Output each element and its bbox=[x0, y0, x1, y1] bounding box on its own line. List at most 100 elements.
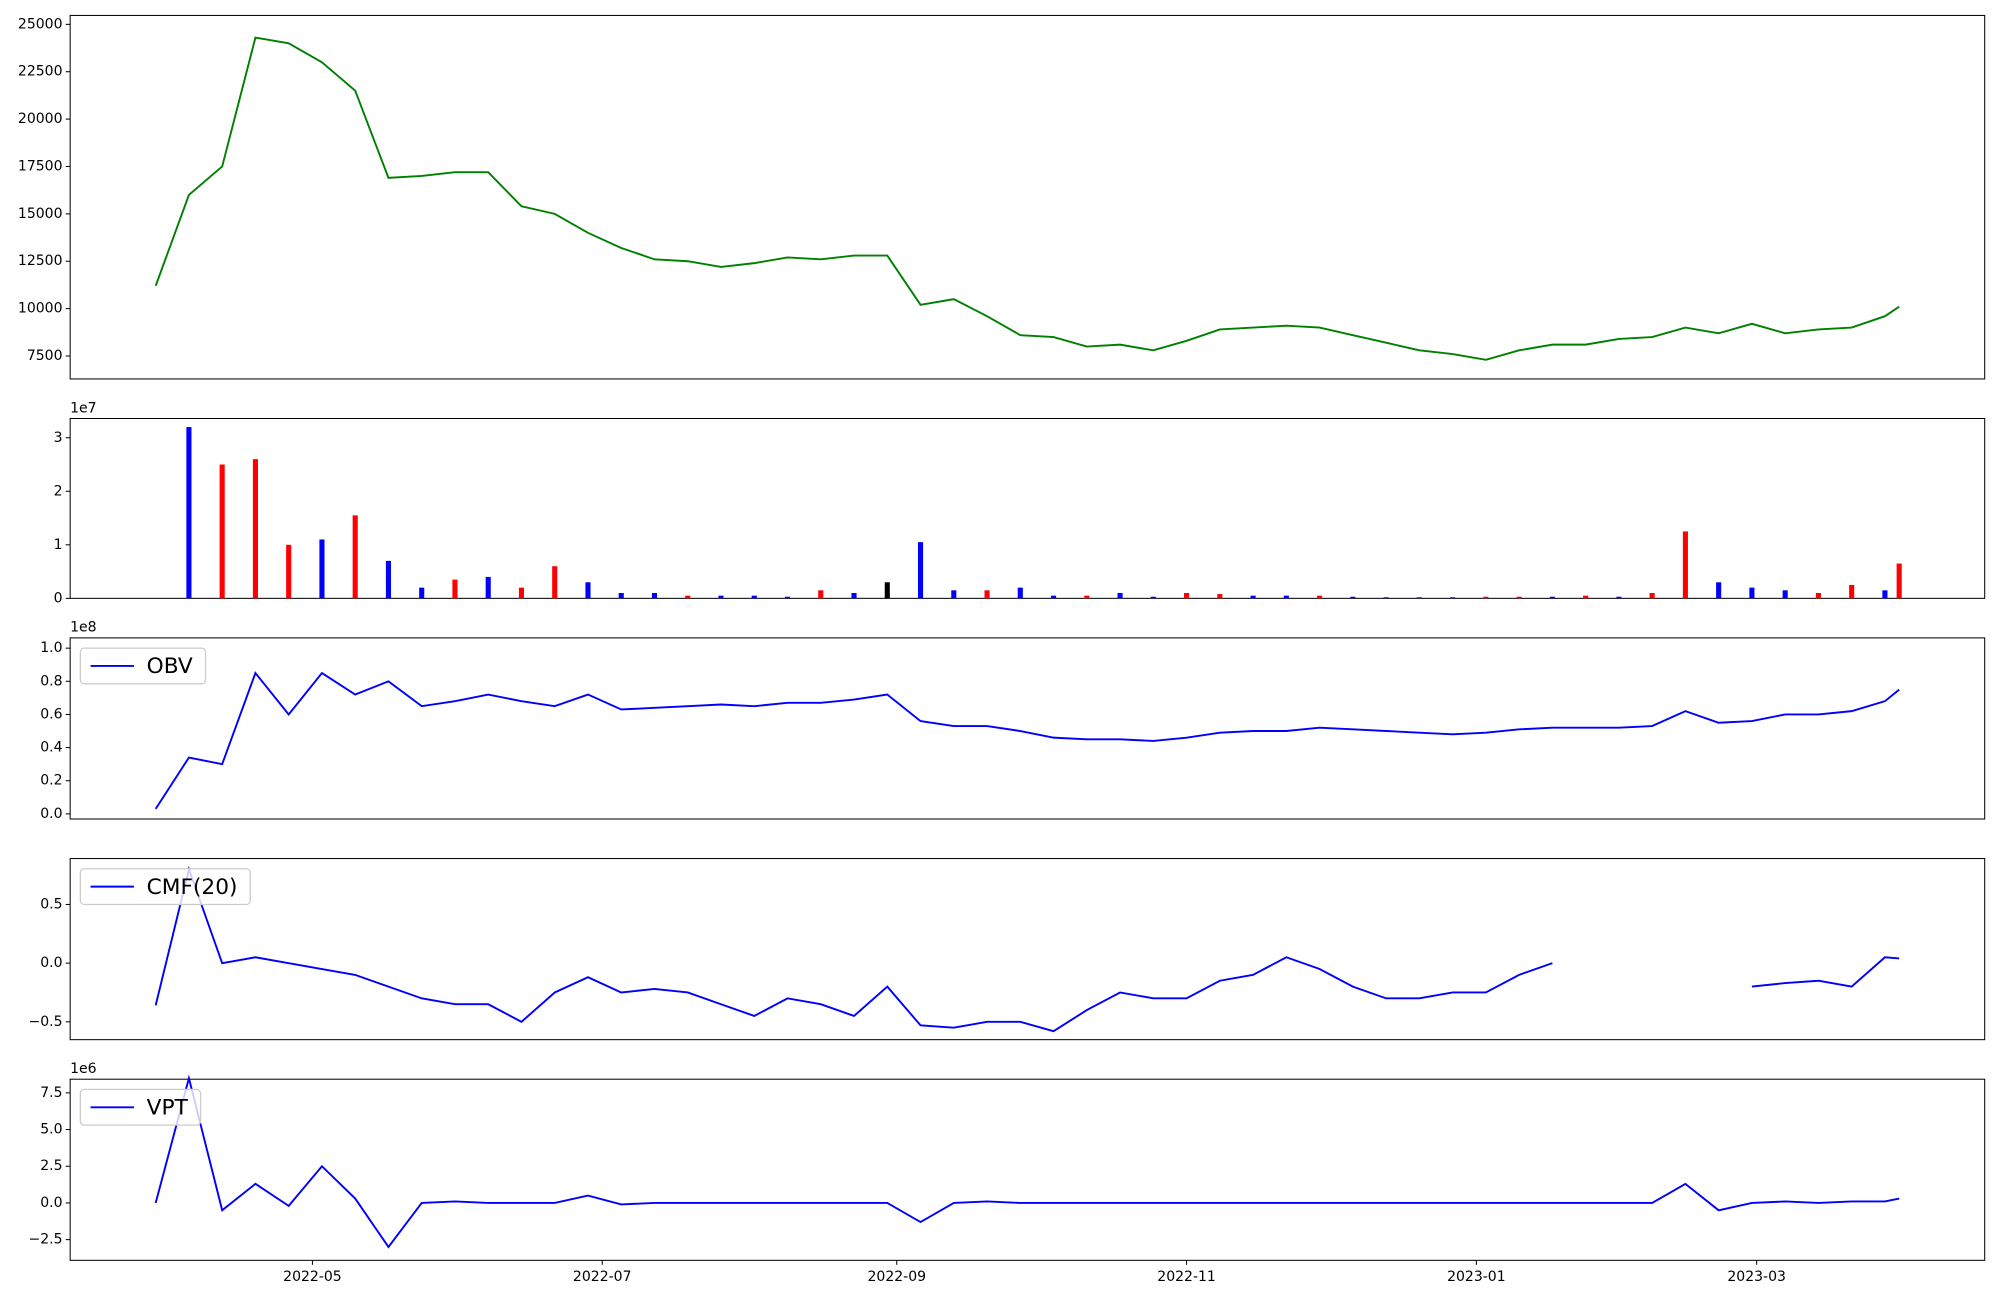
y-tick-label: 0.6 bbox=[40, 706, 62, 722]
volume-bar bbox=[1782, 590, 1788, 599]
y-tick-label: 7.5 bbox=[40, 1085, 62, 1101]
axes-frame bbox=[69, 858, 1986, 1041]
y-tick-label: 0.0 bbox=[40, 806, 62, 822]
volume-bar bbox=[552, 566, 558, 599]
volume-bar bbox=[1184, 592, 1190, 599]
axes-frame bbox=[69, 417, 1986, 599]
y-offset-text: 1e7 bbox=[70, 400, 96, 416]
volume-bar bbox=[1084, 595, 1090, 599]
volume-bar bbox=[1317, 595, 1323, 599]
volume-bar bbox=[186, 427, 192, 599]
volume-bar bbox=[319, 539, 325, 599]
volume-bar bbox=[718, 595, 724, 599]
volume-bar bbox=[385, 560, 392, 599]
volume-bar bbox=[1350, 596, 1356, 599]
volume-bar bbox=[1896, 563, 1902, 599]
y-tick-label: 0.0 bbox=[40, 955, 62, 971]
y-tick-label: 7500 bbox=[27, 348, 63, 364]
price-line bbox=[154, 36, 1900, 361]
axes-frame bbox=[69, 1078, 1986, 1261]
volume-bar bbox=[419, 587, 425, 599]
y-tick-label: −0.5 bbox=[28, 1014, 62, 1030]
volume-bar bbox=[884, 582, 890, 599]
volume-bar bbox=[1217, 594, 1223, 599]
volume-bar bbox=[452, 579, 458, 599]
x-tick-label: 2022-05 bbox=[283, 1269, 342, 1285]
volume-bar bbox=[951, 590, 957, 599]
volume-bar bbox=[818, 590, 824, 599]
volume-bar bbox=[286, 544, 292, 599]
legend-label: CMF(20) bbox=[147, 875, 238, 900]
volume-bar bbox=[1549, 596, 1555, 599]
x-tick-label: 2023-01 bbox=[1447, 1269, 1506, 1285]
legend-box bbox=[79, 647, 207, 685]
y-tick-label: 22500 bbox=[18, 64, 63, 80]
y-offset-text: 1e8 bbox=[70, 620, 96, 636]
volume-bar bbox=[252, 459, 258, 599]
y-tick-label: 25000 bbox=[18, 16, 63, 32]
volume-bar bbox=[685, 595, 691, 599]
volume-bar bbox=[1616, 596, 1622, 599]
y-tick-label: 5.0 bbox=[40, 1122, 62, 1138]
legend-label: VPT bbox=[147, 1096, 189, 1121]
series-line bbox=[154, 1074, 1900, 1249]
volume-bar bbox=[1849, 584, 1855, 599]
volume-bar bbox=[1583, 595, 1589, 599]
y-tick-label: 0 bbox=[54, 590, 63, 606]
volume-bar bbox=[1383, 597, 1389, 599]
axes-frame bbox=[69, 637, 1986, 820]
series-line bbox=[154, 671, 1900, 810]
y-tick-label: 2.5 bbox=[40, 1158, 62, 1174]
volume-bar bbox=[1051, 595, 1057, 599]
y-tick-label: 1 bbox=[54, 537, 63, 553]
y-tick-label: 12500 bbox=[18, 253, 63, 269]
volume-bar bbox=[851, 592, 857, 599]
volume-bar bbox=[219, 464, 225, 599]
volume-bar bbox=[1682, 531, 1688, 599]
x-tick-label: 2022-09 bbox=[867, 1269, 926, 1285]
y-tick-label: 15000 bbox=[18, 206, 63, 222]
volume-bar bbox=[518, 587, 525, 599]
volume-bar bbox=[1416, 597, 1422, 599]
legend-label: OBV bbox=[147, 654, 193, 679]
x-tick-label: 2022-11 bbox=[1157, 1269, 1216, 1285]
x-tick-label: 2022-07 bbox=[573, 1269, 632, 1285]
volume-bar bbox=[1516, 596, 1522, 599]
y-tick-label: 3 bbox=[54, 430, 63, 446]
volume-bar bbox=[917, 542, 924, 599]
volume-bar bbox=[1250, 595, 1256, 599]
y-tick-label: 20000 bbox=[18, 111, 63, 127]
series-line bbox=[154, 865, 1900, 1033]
x-tick-label: 2023-03 bbox=[1727, 1269, 1786, 1285]
volume-bar bbox=[1117, 592, 1123, 599]
axes-frame bbox=[69, 14, 1986, 380]
y-tick-label: 0.8 bbox=[40, 673, 62, 689]
volume-bar bbox=[1150, 596, 1156, 599]
volume-bar bbox=[651, 592, 658, 599]
y-tick-label: −2.5 bbox=[28, 1232, 62, 1248]
y-tick-label: 0.2 bbox=[40, 773, 62, 789]
volume-bar bbox=[784, 596, 791, 599]
volume-bar bbox=[984, 590, 990, 599]
volume-bar bbox=[751, 595, 757, 599]
volume-bar bbox=[352, 515, 358, 599]
y-tick-label: 0.4 bbox=[40, 740, 62, 756]
volume-bar bbox=[1649, 592, 1655, 599]
volume-bar bbox=[1283, 595, 1289, 599]
legend-box bbox=[79, 1088, 202, 1126]
volume-bar bbox=[585, 582, 591, 599]
volume-bar bbox=[1716, 582, 1722, 599]
y-tick-label: 0.5 bbox=[40, 896, 62, 912]
volume-bar bbox=[1815, 592, 1821, 599]
volume-bar bbox=[1017, 587, 1023, 599]
y-tick-label: 2 bbox=[54, 483, 63, 499]
volume-bar bbox=[1882, 590, 1888, 599]
legend-box bbox=[79, 868, 251, 906]
y-offset-text: 1e6 bbox=[70, 1061, 97, 1077]
volume-bar bbox=[618, 592, 624, 599]
y-tick-label: 0.0 bbox=[40, 1195, 62, 1211]
y-tick-label: 10000 bbox=[18, 301, 63, 317]
volume-bar bbox=[1749, 587, 1755, 599]
y-tick-label: 1.0 bbox=[40, 640, 62, 656]
